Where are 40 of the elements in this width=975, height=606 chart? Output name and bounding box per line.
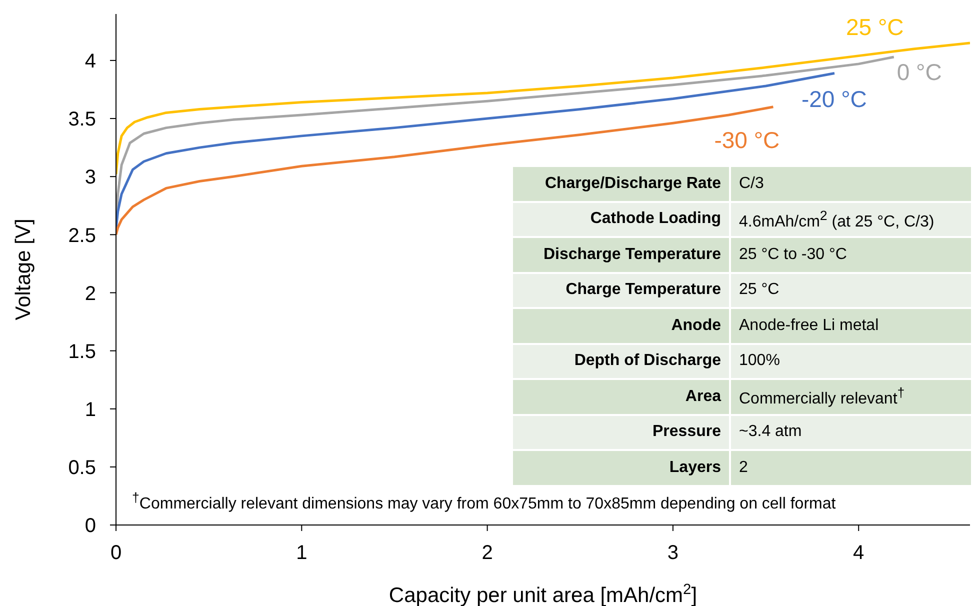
annotation: Pressure bbox=[652, 422, 722, 442]
annotation: Discharge Temperature bbox=[542, 244, 722, 265]
annotation: Charge/Discharge Rate bbox=[544, 174, 722, 194]
annotation: 25 °C bbox=[738, 280, 780, 300]
y-axis-title: Voltage [V] bbox=[12, 218, 35, 320]
x-tick-label: 0 bbox=[110, 542, 122, 564]
y-tick-label: 0 bbox=[84, 515, 96, 538]
line-series bbox=[116, 42, 970, 176]
annotation: 4.6mAh/cm$^{2}$ (at 25 °C, C/3) bbox=[738, 206, 936, 232]
annotation: Layers bbox=[668, 458, 722, 478]
annotation: 100% bbox=[738, 351, 781, 372]
annotation: 2 bbox=[738, 458, 749, 478]
y-tick-label: 1 bbox=[84, 398, 96, 421]
x-tick-label: 3 bbox=[667, 542, 679, 564]
annotation: Cathode Loading bbox=[589, 209, 722, 230]
y-tick-label: 2.5 bbox=[68, 224, 96, 247]
annotation: $^{†}$Commercially relevant dimensions may vary from 60x75mm to 70x85mm depending on cell format bbox=[132, 490, 836, 514]
annotation: Charge Temperature bbox=[564, 280, 722, 300]
series-label: 0 °C bbox=[896, 58, 942, 85]
annotation: Anode-free Li metal bbox=[738, 316, 880, 336]
annotation: Depth of Discharge bbox=[573, 351, 722, 372]
annotation: C/3 bbox=[738, 174, 765, 194]
y-tick-label: 4 bbox=[84, 50, 96, 73]
annotation: Area bbox=[684, 386, 722, 407]
annotation: ~3.4 atm bbox=[738, 422, 803, 442]
y-tick-label: 1.5 bbox=[68, 340, 96, 363]
series-label: 25 °C bbox=[846, 14, 904, 40]
x-axis-title: Capacity per unit area [mAh/cm$^{2}$] bbox=[388, 582, 698, 606]
annotation: Anode bbox=[670, 316, 722, 336]
y-tick-label: 3 bbox=[84, 166, 96, 189]
x-tick-label: 2 bbox=[482, 542, 493, 564]
x-tick-label: 1 bbox=[296, 542, 308, 564]
x-tick-label: 4 bbox=[853, 542, 864, 564]
y-tick-label: 3.5 bbox=[68, 108, 96, 131]
y-tick-label: 2 bbox=[84, 282, 96, 305]
y-tick-label: 0.5 bbox=[68, 457, 96, 480]
series-label: -20 °C bbox=[801, 86, 867, 112]
annotation: 25 °C to -30 °C bbox=[738, 244, 848, 265]
annotation: Commercially relevant$^{†}$ bbox=[738, 384, 906, 410]
series-label: -30 °C bbox=[714, 126, 780, 153]
